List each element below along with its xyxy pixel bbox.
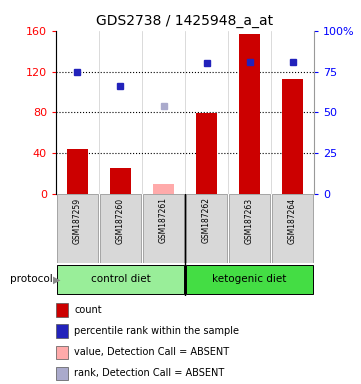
Text: GSM187264: GSM187264 [288, 197, 297, 243]
Text: rank, Detection Call = ABSENT: rank, Detection Call = ABSENT [74, 368, 224, 379]
Bar [67, 149, 88, 194]
Bar [57, 265, 184, 294]
Text: value, Detection Call = ABSENT: value, Detection Call = ABSENT [74, 347, 229, 358]
Bar [110, 169, 131, 194]
Text: ketogenic diet: ketogenic diet [212, 274, 287, 285]
Bar [186, 194, 227, 263]
Bar [153, 184, 174, 194]
Bar [143, 194, 184, 263]
Bar [272, 194, 313, 263]
Bar [282, 79, 303, 194]
Bar [186, 265, 313, 294]
Bar [100, 194, 142, 263]
Text: protocol: protocol [10, 274, 52, 285]
Bar [56, 303, 68, 317]
Bar [229, 194, 270, 263]
Text: GSM187260: GSM187260 [116, 197, 125, 243]
Text: GSM187262: GSM187262 [202, 197, 211, 243]
Bar [56, 367, 68, 380]
Text: control diet: control diet [91, 274, 151, 285]
Text: percentile rank within the sample: percentile rank within the sample [74, 326, 239, 336]
Bar [196, 113, 217, 194]
Text: ▶: ▶ [53, 274, 61, 285]
Bar [57, 194, 98, 263]
Text: count: count [74, 305, 102, 315]
Title: GDS2738 / 1425948_a_at: GDS2738 / 1425948_a_at [96, 14, 274, 28]
Text: GSM187263: GSM187263 [245, 197, 254, 243]
Bar [56, 346, 68, 359]
Text: GSM187261: GSM187261 [159, 197, 168, 243]
Text: GSM187259: GSM187259 [73, 197, 82, 243]
Bar [239, 34, 260, 194]
Bar [56, 324, 68, 338]
